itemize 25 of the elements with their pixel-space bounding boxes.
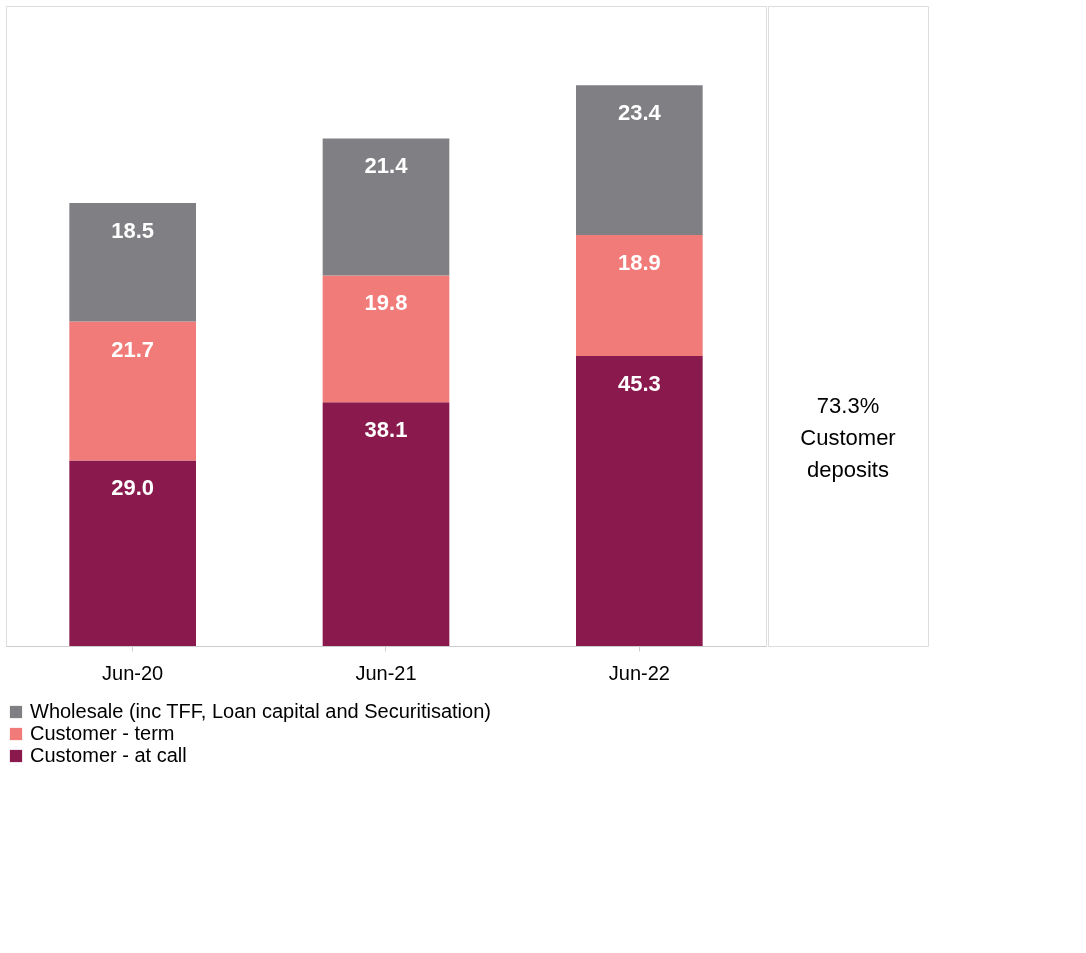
bar: [576, 356, 703, 646]
bar: [69, 321, 196, 461]
bar: [322, 275, 450, 403]
data-label: 45.3: [617, 371, 661, 397]
data-label: 18.9: [617, 250, 661, 276]
bar: [69, 203, 196, 322]
data-label: 21.7: [111, 336, 155, 362]
data-label: 21.4: [364, 153, 409, 179]
bar: [576, 235, 703, 357]
text: 73.3% Customer deposits: [800, 393, 896, 482]
x-tick-label: Jun-20: [102, 661, 164, 684]
data-label: 38.1: [364, 417, 408, 443]
data-label: 29.0: [111, 475, 155, 501]
legend-label: Customer - at call: [30, 744, 187, 766]
bar: [322, 402, 450, 646]
legend-label: Customer - term: [30, 722, 175, 744]
bar: [69, 460, 196, 646]
data-label: 19.8: [364, 290, 408, 316]
legend-label: Wholesale (inc TFF, Loan capital and Securitisation): [30, 700, 491, 722]
bar: [322, 138, 450, 276]
data-label: 23.4: [617, 100, 662, 126]
data-label: 18.5: [111, 218, 155, 244]
bar: [576, 85, 703, 236]
x-tick-label: Jun-22: [608, 661, 670, 684]
x-tick-label: Jun-21: [355, 661, 417, 684]
